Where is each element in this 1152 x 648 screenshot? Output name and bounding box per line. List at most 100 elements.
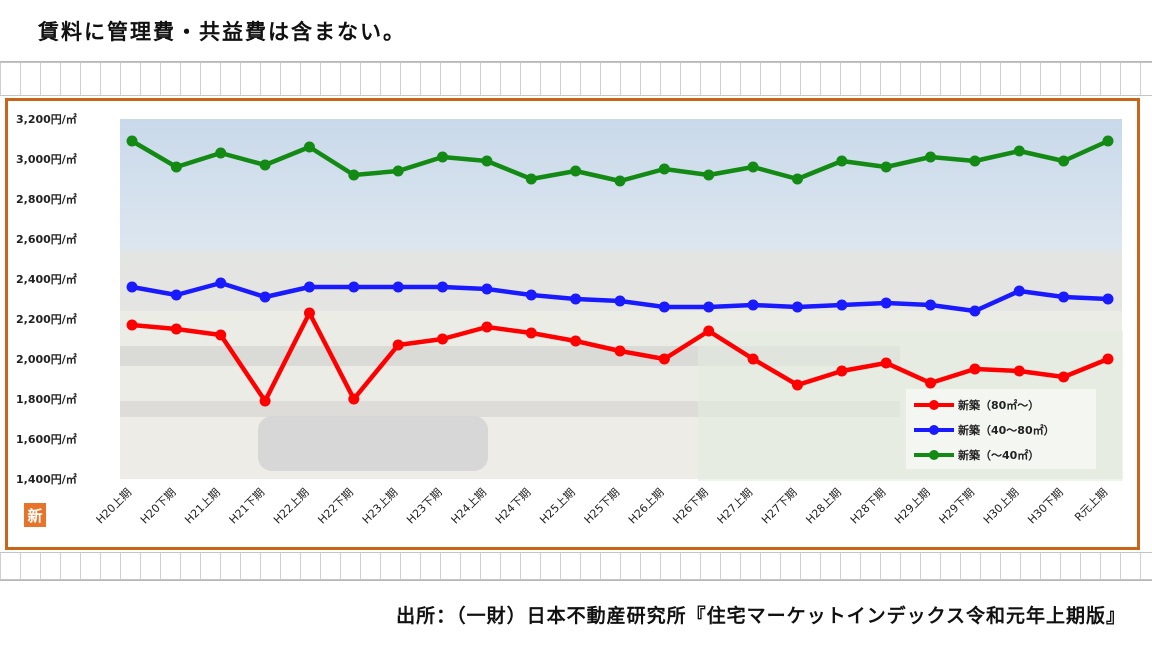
y-tick-label: 2,800円/㎡ [16,192,77,206]
data-point [570,335,582,347]
data-point [259,291,271,303]
data-point [348,393,360,405]
source-note: 出所：（一財）日本不動産研究所『住宅マーケットインデックス令和元年上期版』 [0,580,1152,648]
data-point [481,321,493,333]
y-tick-label: 2,600円/㎡ [16,232,77,246]
legend-swatch-marker [929,450,939,460]
data-point [215,277,227,289]
x-tick-label: H26下期 [670,486,711,527]
data-point [392,165,404,177]
y-tick-label: 2,000円/㎡ [16,352,77,366]
data-point [437,151,449,163]
data-point [570,293,582,305]
legend-swatch-marker [929,400,939,410]
data-point [348,281,360,293]
data-point [1102,135,1114,147]
x-tick-label: H26上期 [626,486,667,527]
x-tick-label: H23上期 [360,486,401,527]
data-point [392,281,404,293]
x-tick-label: H20上期 [94,486,135,527]
x-tick-label: H25上期 [537,486,578,527]
data-point [969,305,981,317]
data-point [658,353,670,365]
x-tick-label: H30上期 [981,486,1022,527]
data-point [525,327,537,339]
grid-strip-top [0,62,1152,96]
data-point [614,175,626,187]
data-point [925,377,937,389]
data-point [437,281,449,293]
data-point [303,141,315,153]
source-note-text: 出所：（一財）日本不動産研究所『住宅マーケットインデックス令和元年上期版』 [396,605,1126,627]
data-point [747,353,759,365]
legend: 新築（80㎡～） 新築（40～80㎡） 新築（～40㎡） [906,389,1096,469]
new-badge: 新 [24,503,46,527]
x-tick-label: H21下期 [227,486,268,527]
x-tick-label: H29上期 [892,486,933,527]
data-point [303,307,315,319]
data-point [791,301,803,313]
data-point [525,289,537,301]
y-tick-label: 1,400円/㎡ [16,472,77,486]
data-point [614,345,626,357]
data-point [969,363,981,375]
legend-label: 新築（40～80㎡） [958,423,1055,437]
y-tick-label: 3,000円/㎡ [16,152,77,166]
data-point [570,165,582,177]
data-point [170,323,182,335]
rent-note-text: 賃料に管理費・共益費は含まない。 [38,20,406,44]
y-tick-label: 2,400円/㎡ [16,272,77,286]
legend-swatch-marker [929,425,939,435]
data-point [791,173,803,185]
data-point [880,297,892,309]
legend-label: 新築（80㎡～） [958,398,1039,412]
new-badge-text: 新 [27,507,42,525]
data-point [836,299,848,311]
x-tick-label: H21上期 [182,486,223,527]
y-tick-label: 1,600円/㎡ [16,432,77,446]
data-point [747,299,759,311]
y-tick-label: 3,200円/㎡ [16,112,77,126]
x-tick-label: H24上期 [449,486,490,527]
series-layer [126,135,1114,407]
data-point [658,301,670,313]
x-tick-label: H29下期 [937,486,978,527]
data-point [259,395,271,407]
data-point [392,339,404,351]
data-point [925,151,937,163]
data-point [836,365,848,377]
x-tick-label: H28下期 [848,486,889,527]
data-point [791,379,803,391]
data-point [481,155,493,167]
data-point [1058,371,1070,383]
data-point [703,169,715,181]
data-point [259,159,271,171]
data-point [1013,145,1025,157]
x-tick-label: H27上期 [715,486,756,527]
x-tick-label: H30下期 [1025,486,1066,527]
x-tick-label: H23下期 [404,486,445,527]
data-point [1058,291,1070,303]
data-point [170,289,182,301]
data-point [215,147,227,159]
data-point [658,163,670,175]
data-point [303,281,315,293]
x-tick-label: H24下期 [493,486,534,527]
data-point [348,169,360,181]
data-point [126,281,138,293]
line-chart: 1,400円/㎡ 1,600円/㎡ 1,800円/㎡ 2,000円/㎡ 2,200円/㎡… [16,112,1123,527]
x-tick-label: R元上期 [1072,486,1110,524]
data-point [1102,353,1114,365]
data-point [1013,365,1025,377]
data-point [215,329,227,341]
data-point [703,325,715,337]
data-point [969,155,981,167]
data-point [836,155,848,167]
chart-frame: 1,400円/㎡ 1,600円/㎡ 1,800円/㎡ 2,000円/㎡ 2,200円/㎡… [5,98,1140,550]
data-point [880,161,892,173]
y-tick-label: 2,200円/㎡ [16,312,77,326]
data-point [126,135,138,147]
x-tick-label: H20下期 [138,486,179,527]
data-point [880,357,892,369]
data-point [1102,293,1114,305]
